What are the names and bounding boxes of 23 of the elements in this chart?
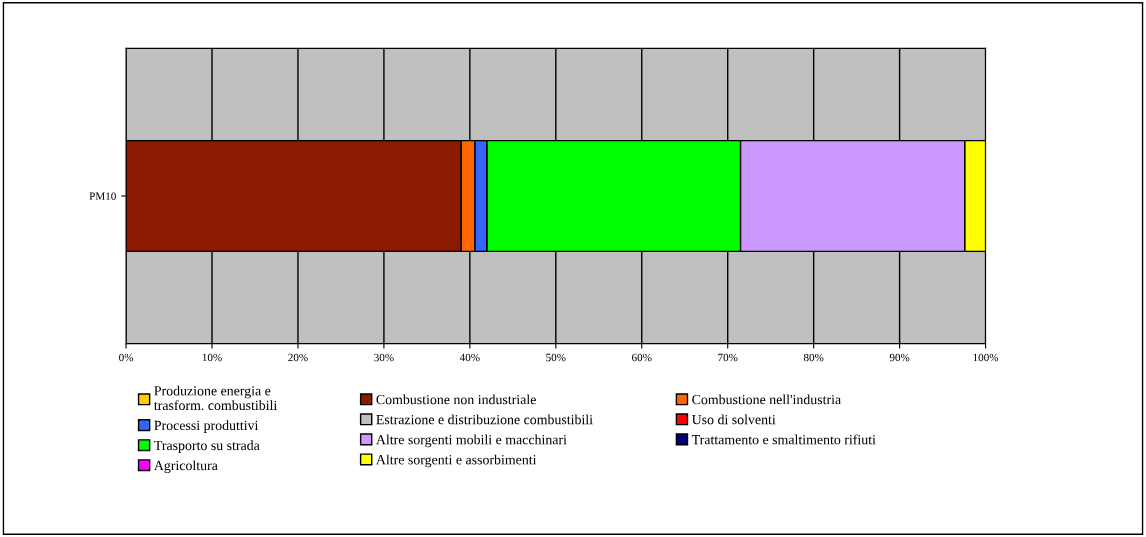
x-tick-label: 40%	[459, 353, 480, 362]
legend-label: Produzione energia e trasform. combustibili	[153, 385, 278, 411]
legend-label: Altre sorgenti mobili e macchinari	[376, 434, 567, 448]
legend-label: Processi produttivi	[154, 420, 259, 433]
x-tick-label: 10%	[202, 353, 222, 362]
x-tick-label: 30%	[374, 353, 394, 362]
legend-label: Combustione nell'industria	[692, 394, 841, 405]
x-tick-label: 20%	[288, 353, 308, 362]
legend-label: Agricoltura	[153, 460, 218, 474]
x-tick-label: 90%	[889, 353, 910, 362]
x-tick-label: 100%	[973, 353, 999, 362]
y-tick-label: PM10	[89, 192, 116, 200]
x-tick-label: 60%	[632, 353, 652, 362]
x-tick-label: 70%	[718, 353, 738, 362]
x-tick-label: 0%	[119, 353, 134, 362]
legend-label: Trattamento e smaltimento rifiuti	[691, 434, 876, 445]
legend-label: Uso di solventi	[691, 414, 776, 425]
legend-label: Trasporto su strada	[154, 440, 260, 453]
x-tick-label: 80%	[803, 353, 824, 362]
x-tick-label: 50%	[546, 353, 566, 362]
legend-label: Estrazione e distribuzione combustibili	[376, 414, 593, 425]
legend-label: Altre sorgenti e assorbimenti	[376, 454, 537, 468]
legend-label: Combustione non industriale	[376, 394, 536, 405]
